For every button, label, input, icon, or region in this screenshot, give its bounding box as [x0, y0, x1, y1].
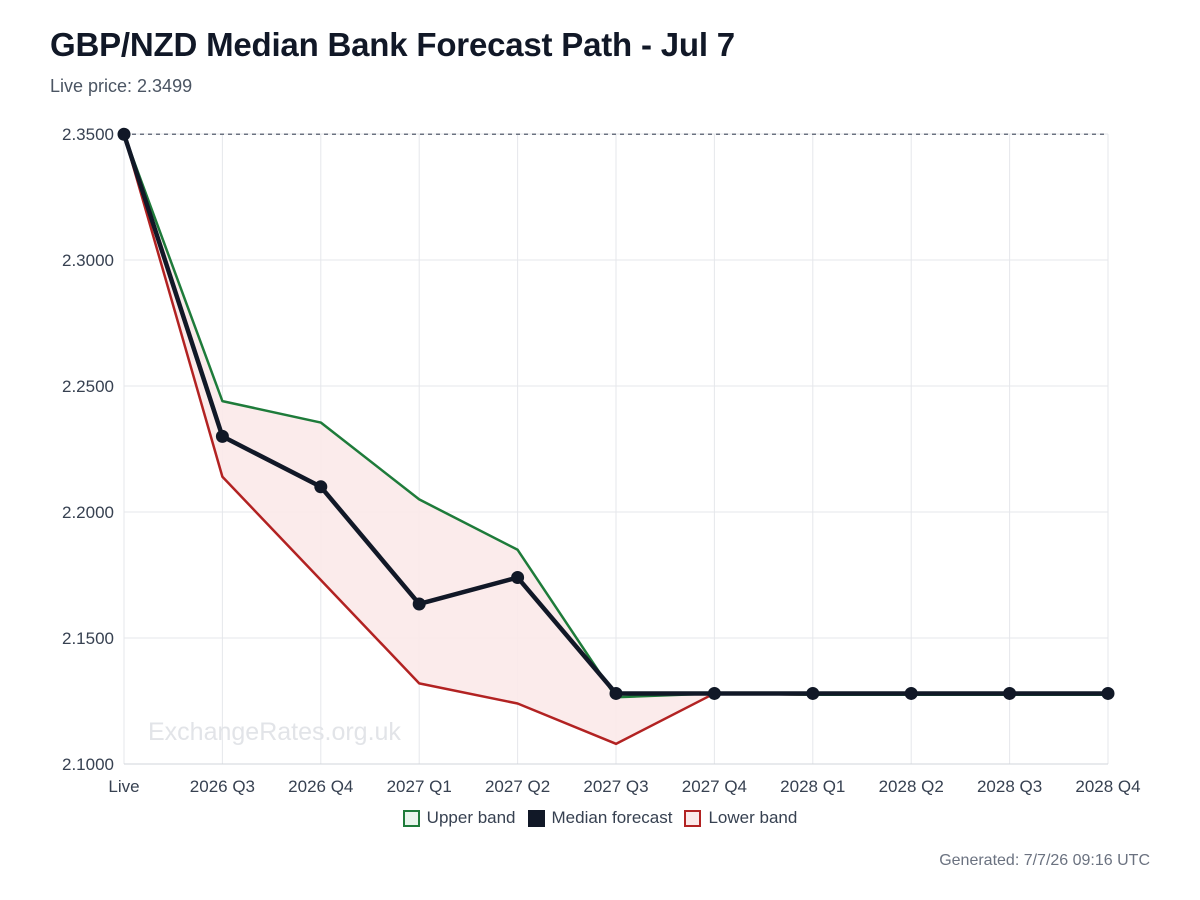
x-tick-label: 2027 Q4 [682, 777, 747, 796]
watermark-text: ExchangeRates.org.uk [148, 718, 401, 746]
legend-item-lower-band[interactable]: Lower band [684, 808, 797, 828]
chart-title: GBP/NZD Median Bank Forecast Path - Jul … [50, 26, 735, 63]
legend-item-upper-band[interactable]: Upper band [402, 808, 516, 828]
x-tick-label: 2027 Q1 [387, 777, 452, 796]
x-tick-label: 2026 Q4 [288, 777, 353, 796]
upper-band-swatch [402, 809, 420, 827]
x-tick-label: 2026 Q3 [190, 777, 255, 796]
legend-label-median-forecast: Median forecast [551, 808, 673, 827]
median-point[interactable] [117, 127, 131, 141]
x-tick-label: 2027 Q3 [583, 777, 648, 796]
y-tick-label: 2.2000 [62, 503, 114, 522]
median-point[interactable] [609, 686, 623, 700]
x-tick-label: 2028 Q4 [1075, 777, 1140, 796]
y-tick-label: 2.3000 [62, 251, 114, 270]
band-fill-area [124, 134, 1108, 744]
y-tick-label: 2.3500 [62, 125, 114, 144]
legend-label-upper-band: Upper band [426, 808, 516, 827]
y-tick-label: 2.2500 [62, 377, 114, 396]
live-price-subtitle: Live price: 2.3499 [50, 76, 193, 96]
legend: Upper band Median forecast Lower band [0, 808, 1200, 828]
y-tick-label: 2.1000 [62, 755, 114, 774]
x-tick-label: 2027 Q2 [485, 777, 550, 796]
median-point[interactable] [215, 429, 229, 443]
legend-label-lower-band: Lower band [708, 808, 798, 827]
median-point[interactable] [707, 686, 721, 700]
y-tick-label: 2.1500 [62, 629, 114, 648]
legend-item-median-forecast[interactable]: Median forecast [527, 808, 673, 828]
median-forecast-swatch [527, 809, 545, 827]
median-point[interactable] [1101, 686, 1115, 700]
median-point[interactable] [806, 686, 820, 700]
median-point[interactable] [314, 480, 328, 494]
axes: 2.1000 2.1500 2.2000 2.2500 2.3000 2.3500 Live… [62, 125, 1141, 796]
median-point[interactable] [904, 686, 918, 700]
x-tick-label: 2028 Q1 [780, 777, 845, 796]
median-point[interactable] [412, 597, 426, 611]
generated-timestamp: Generated: 7/7/26 09:16 UTC [939, 852, 1150, 869]
x-tick-label: 2028 Q3 [977, 777, 1042, 796]
lower-band-swatch [684, 809, 702, 827]
x-tick-label: Live [108, 777, 139, 796]
forecast-band [124, 134, 1108, 744]
x-tick-label: 2028 Q2 [879, 777, 944, 796]
median-point[interactable] [511, 571, 525, 585]
median-points[interactable] [117, 127, 1115, 700]
median-point[interactable] [1003, 686, 1017, 700]
